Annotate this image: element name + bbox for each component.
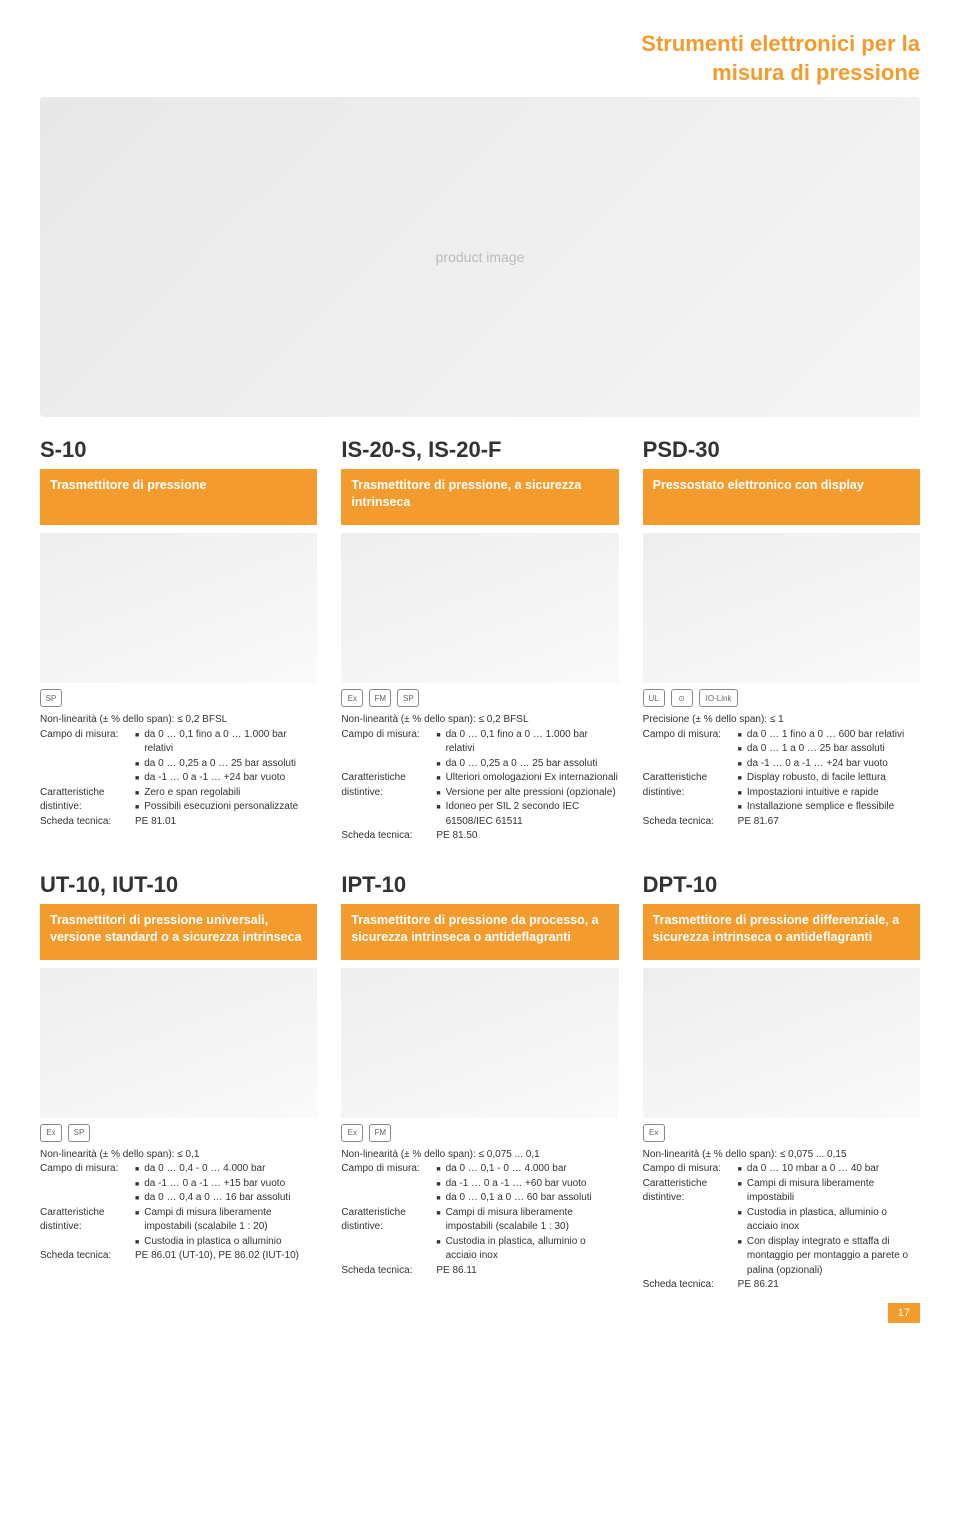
carat-vals: Display robusto, di facile lettura Impos… [738, 771, 920, 815]
card-is20: IS-20-S, IS-20-F Trasmettitore di pressi… [341, 437, 618, 844]
subtitle: Trasmettitore di pressione, a sicurezza … [341, 469, 618, 525]
specs: Non-linearità (± % dello span): ≤ 0,075 … [341, 1148, 618, 1279]
product-thumb [341, 533, 618, 683]
campo-vals: da 0 … 0,4 - 0 … 4.000 bar da -1 … 0 a -… [135, 1162, 317, 1206]
carat-vals: Campi di misura liberamente impostabili … [436, 1206, 618, 1264]
spec-head: Non-linearità (± % dello span): ≤ 0,2 BF… [341, 713, 618, 728]
cert-icon: UL [643, 689, 665, 707]
label-campo: Campo di misura: [341, 728, 436, 772]
label-sheet: Scheda tecnica: [341, 829, 436, 844]
page: Strumenti elettronici per la misura di p… [0, 0, 960, 1333]
cert-icon: FM [369, 689, 391, 707]
label-sheet: Scheda tecnica: [643, 1278, 738, 1293]
carat-vals: Campi di misura liberamente impostabili … [135, 1206, 317, 1250]
cert-icon: ⊙ [671, 689, 693, 707]
model: UT-10, IUT-10 [40, 872, 317, 898]
card-psd30: PSD-30 Pressostato elettronico con displ… [643, 437, 920, 844]
title-line2: misura di pressione [712, 60, 920, 85]
product-thumb [40, 533, 317, 683]
cert-icon: Ex [341, 689, 363, 707]
product-row-2: UT-10, IUT-10 Trasmettitori di pressione… [40, 872, 920, 1293]
spec-head: Precisione (± % dello span): ≤ 1 [643, 713, 920, 728]
label-carat: Caratteristiche distintive: [40, 1206, 135, 1250]
product-thumb [643, 533, 920, 683]
sheet-val: PE 81.01 [135, 815, 317, 830]
cert-row: Ex SP [40, 1122, 317, 1144]
label-carat: Caratteristiche distintive: [643, 1177, 738, 1279]
cert-icon: FM [369, 1124, 391, 1142]
sheet-val: PE 81.50 [436, 829, 618, 844]
iolink-icon: IO-Link [699, 689, 739, 707]
specs: Non-linearità (± % dello span): ≤ 0,2 BF… [40, 713, 317, 829]
card-dpt10: DPT-10 Trasmettitore di pressione differ… [643, 872, 920, 1293]
subtitle: Trasmettitori di pressione universali, v… [40, 904, 317, 960]
label-campo: Campo di misura: [341, 1162, 436, 1206]
campo-vals: da 0 … 10 mbar a 0 … 40 bar [738, 1162, 920, 1177]
label-sheet: Scheda tecnica: [40, 1249, 135, 1264]
cert-row: Ex FM SP [341, 687, 618, 709]
product-thumb [40, 968, 317, 1118]
card-ut10: UT-10, IUT-10 Trasmettitori di pressione… [40, 872, 317, 1293]
product-row-1: S-10 Trasmettitore di pressione SP Non-l… [40, 437, 920, 844]
cert-icon: SP [68, 1124, 90, 1142]
label-sheet: Scheda tecnica: [341, 1264, 436, 1279]
carat-vals: Campi di misura liberamente impostabili … [738, 1177, 920, 1279]
spec-head: Non-linearità (± % dello span): ≤ 0,075 … [643, 1148, 920, 1163]
model: IPT-10 [341, 872, 618, 898]
subtitle: Trasmettitore di pressione da processo, … [341, 904, 618, 960]
card-s10: S-10 Trasmettitore di pressione SP Non-l… [40, 437, 317, 844]
campo-vals: da 0 … 0,1 fino a 0 … 1.000 bar relativi… [135, 728, 317, 786]
model: PSD-30 [643, 437, 920, 463]
page-title: Strumenti elettronici per la misura di p… [40, 30, 920, 87]
sheet-val: PE 86.11 [436, 1264, 618, 1279]
spec-head: Non-linearità (± % dello span): ≤ 0,1 [40, 1148, 317, 1163]
cert-icon: Ex [643, 1124, 665, 1142]
cert-icon: Ex [341, 1124, 363, 1142]
label-sheet: Scheda tecnica: [643, 815, 738, 830]
product-thumb [341, 968, 618, 1118]
product-thumb [643, 968, 920, 1118]
cert-icon: SP [397, 689, 419, 707]
subtitle: Pressostato elettronico con display [643, 469, 920, 525]
model: IS-20-S, IS-20-F [341, 437, 618, 463]
label-carat: Caratteristiche distintive: [341, 1206, 436, 1264]
cert-row: UL ⊙ IO-Link [643, 687, 920, 709]
carat-vals: Zero e span regolabili Possibili esecuzi… [135, 786, 317, 815]
subtitle: Trasmettitore di pressione differenziale… [643, 904, 920, 960]
specs: Non-linearità (± % dello span): ≤ 0,1 Ca… [40, 1148, 317, 1264]
specs: Precisione (± % dello span): ≤ 1 Campo d… [643, 713, 920, 829]
campo-vals: da 0 … 1 fino a 0 … 600 bar relativi da … [738, 728, 920, 772]
model: S-10 [40, 437, 317, 463]
sheet-val: PE 81.67 [738, 815, 920, 830]
title-line1: Strumenti elettronici per la [641, 31, 920, 56]
sheet-val: PE 86.01 (UT-10), PE 86.02 (IUT-10) [135, 1249, 317, 1264]
spec-head: Non-linearità (± % dello span): ≤ 0,075 … [341, 1148, 618, 1163]
cert-row: Ex FM [341, 1122, 618, 1144]
label-carat: Caratteristiche distintive: [643, 771, 738, 815]
page-number: 17 [888, 1303, 920, 1323]
cert-icon: SP [40, 689, 62, 707]
card-ipt10: IPT-10 Trasmettitore di pressione da pro… [341, 872, 618, 1293]
hero-image: product image [40, 97, 920, 417]
campo-vals: da 0 … 0,1 fino a 0 … 1.000 bar relativi… [436, 728, 618, 772]
label-campo: Campo di misura: [40, 728, 135, 786]
specs: Non-linearità (± % dello span): ≤ 0,075 … [643, 1148, 920, 1293]
campo-vals: da 0 … 0,1 - 0 … 4.000 bar da -1 … 0 a -… [436, 1162, 618, 1206]
specs: Non-linearità (± % dello span): ≤ 0,2 BF… [341, 713, 618, 844]
carat-vals: Ulteriori omologazioni Ex internazionali… [436, 771, 618, 829]
label-campo: Campo di misura: [643, 728, 738, 772]
label-sheet: Scheda tecnica: [40, 815, 135, 830]
sheet-val: PE 86.21 [738, 1278, 920, 1293]
subtitle: Trasmettitore di pressione [40, 469, 317, 525]
label-campo: Campo di misura: [40, 1162, 135, 1206]
cert-row: SP [40, 687, 317, 709]
cert-icon: Ex [40, 1124, 62, 1142]
cert-row: Ex [643, 1122, 920, 1144]
label-carat: Caratteristiche distintive: [341, 771, 436, 829]
label-carat: Caratteristiche distintive: [40, 786, 135, 815]
label-campo: Campo di misura: [643, 1162, 738, 1177]
spec-head: Non-linearità (± % dello span): ≤ 0,2 BF… [40, 713, 317, 728]
model: DPT-10 [643, 872, 920, 898]
